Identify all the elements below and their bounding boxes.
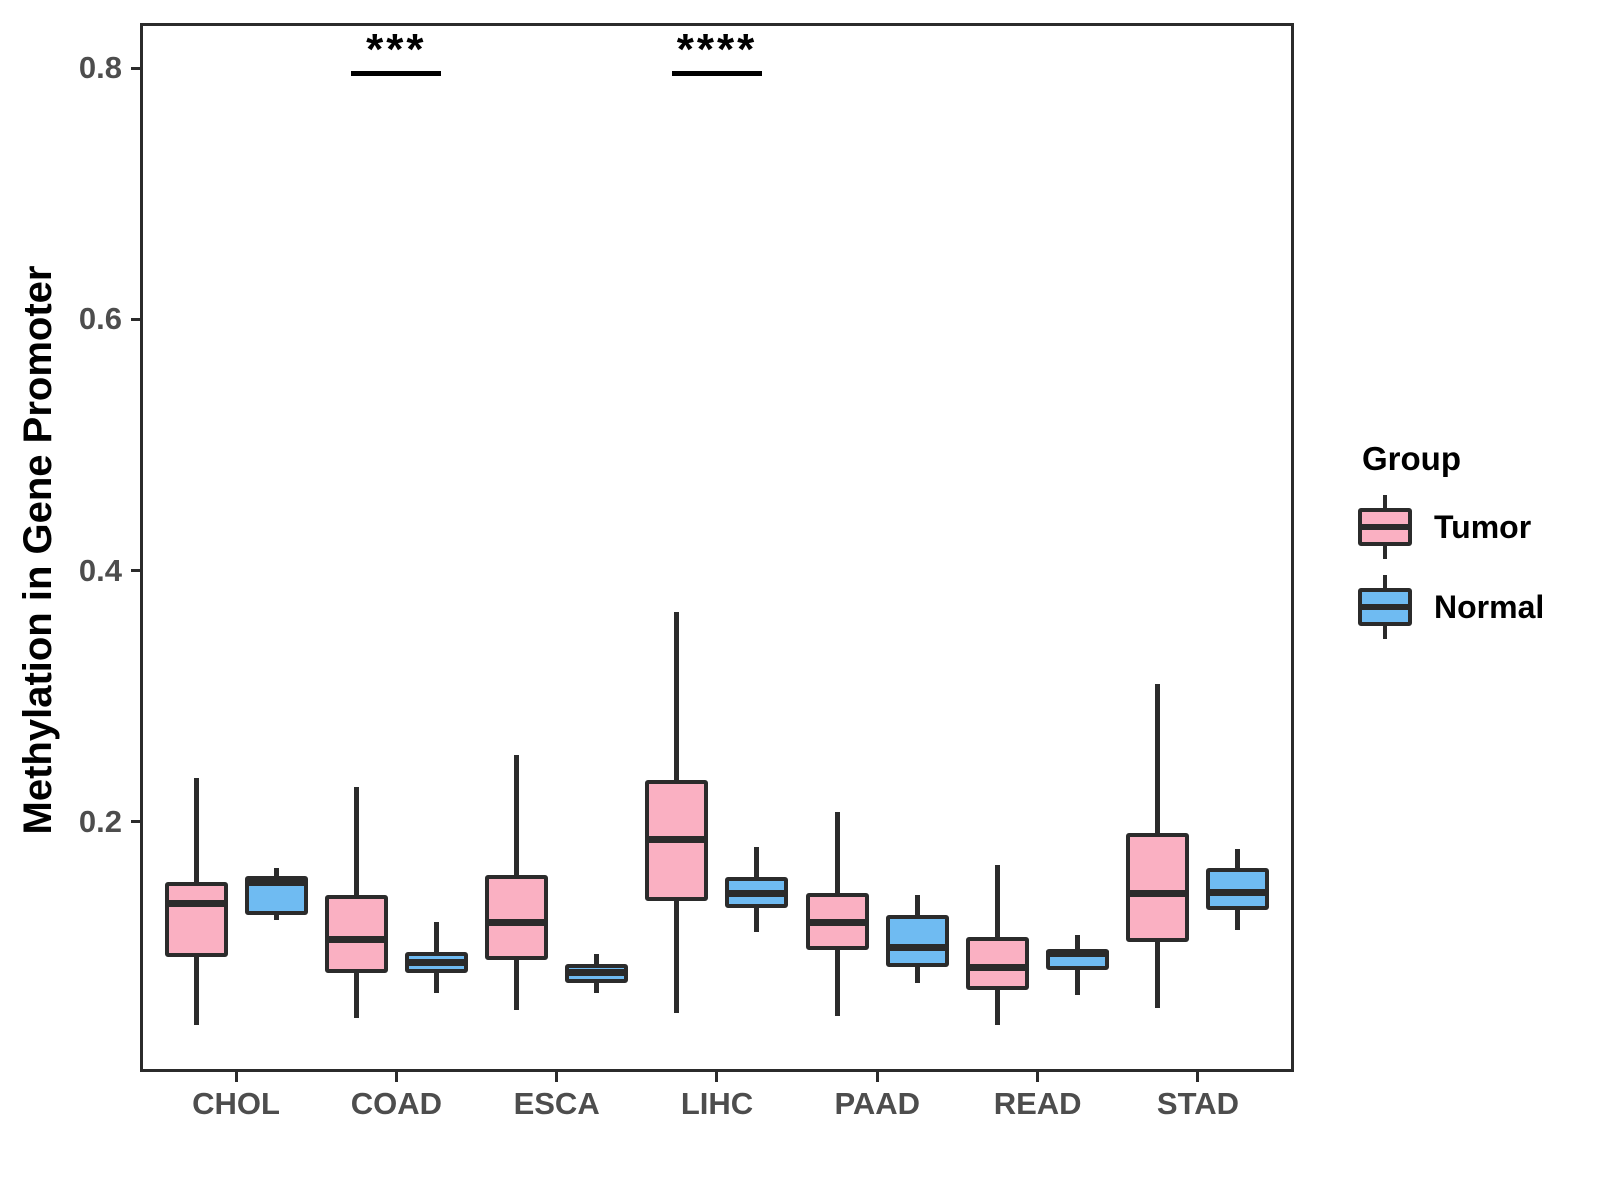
x-axis-tick-label-esca: ESCA xyxy=(513,1086,600,1121)
y-axis-tick xyxy=(131,820,140,824)
legend: Group Tumor Normal xyxy=(1340,440,1580,652)
x-axis-tick xyxy=(715,1072,719,1082)
legend-title: Group xyxy=(1362,440,1461,477)
legend-label: Tumor xyxy=(1434,509,1532,545)
x-axis-tick-label-read: READ xyxy=(993,1086,1082,1121)
x-axis-tick-label-stad: STAD xyxy=(1156,1086,1240,1121)
legend-items: Tumor Normal xyxy=(1340,492,1580,642)
x-axis-tick-label-paad: PAAD xyxy=(834,1086,921,1121)
x-axis-tick-label-lihc: LIHC xyxy=(680,1086,754,1121)
legend-label: Normal xyxy=(1434,589,1545,625)
legend-item-tumor: Tumor xyxy=(1354,492,1580,562)
legend-key-boxplot-icon xyxy=(1354,572,1416,642)
y-axis-tick xyxy=(131,66,140,70)
y-axis-title: Methylation in Gene Promoter xyxy=(16,265,60,835)
legend-item-normal: Normal xyxy=(1354,572,1580,642)
x-axis-tick xyxy=(394,1072,398,1082)
x-axis-tick xyxy=(555,1072,559,1082)
y-axis-tick xyxy=(131,317,140,321)
plot-panel xyxy=(140,23,1294,1072)
x-axis-tick xyxy=(1196,1072,1200,1082)
x-axis-tick-label-coad: COAD xyxy=(350,1086,442,1121)
y-axis-tick xyxy=(131,569,140,573)
legend-key-boxplot-icon xyxy=(1354,492,1416,562)
x-axis-tick-label-chol: CHOL xyxy=(192,1086,280,1121)
x-axis-tick xyxy=(1036,1072,1040,1082)
x-axis-tick xyxy=(234,1072,238,1082)
x-axis-tick xyxy=(875,1072,879,1082)
y-axis-tick-label: 0.8 xyxy=(78,50,122,86)
